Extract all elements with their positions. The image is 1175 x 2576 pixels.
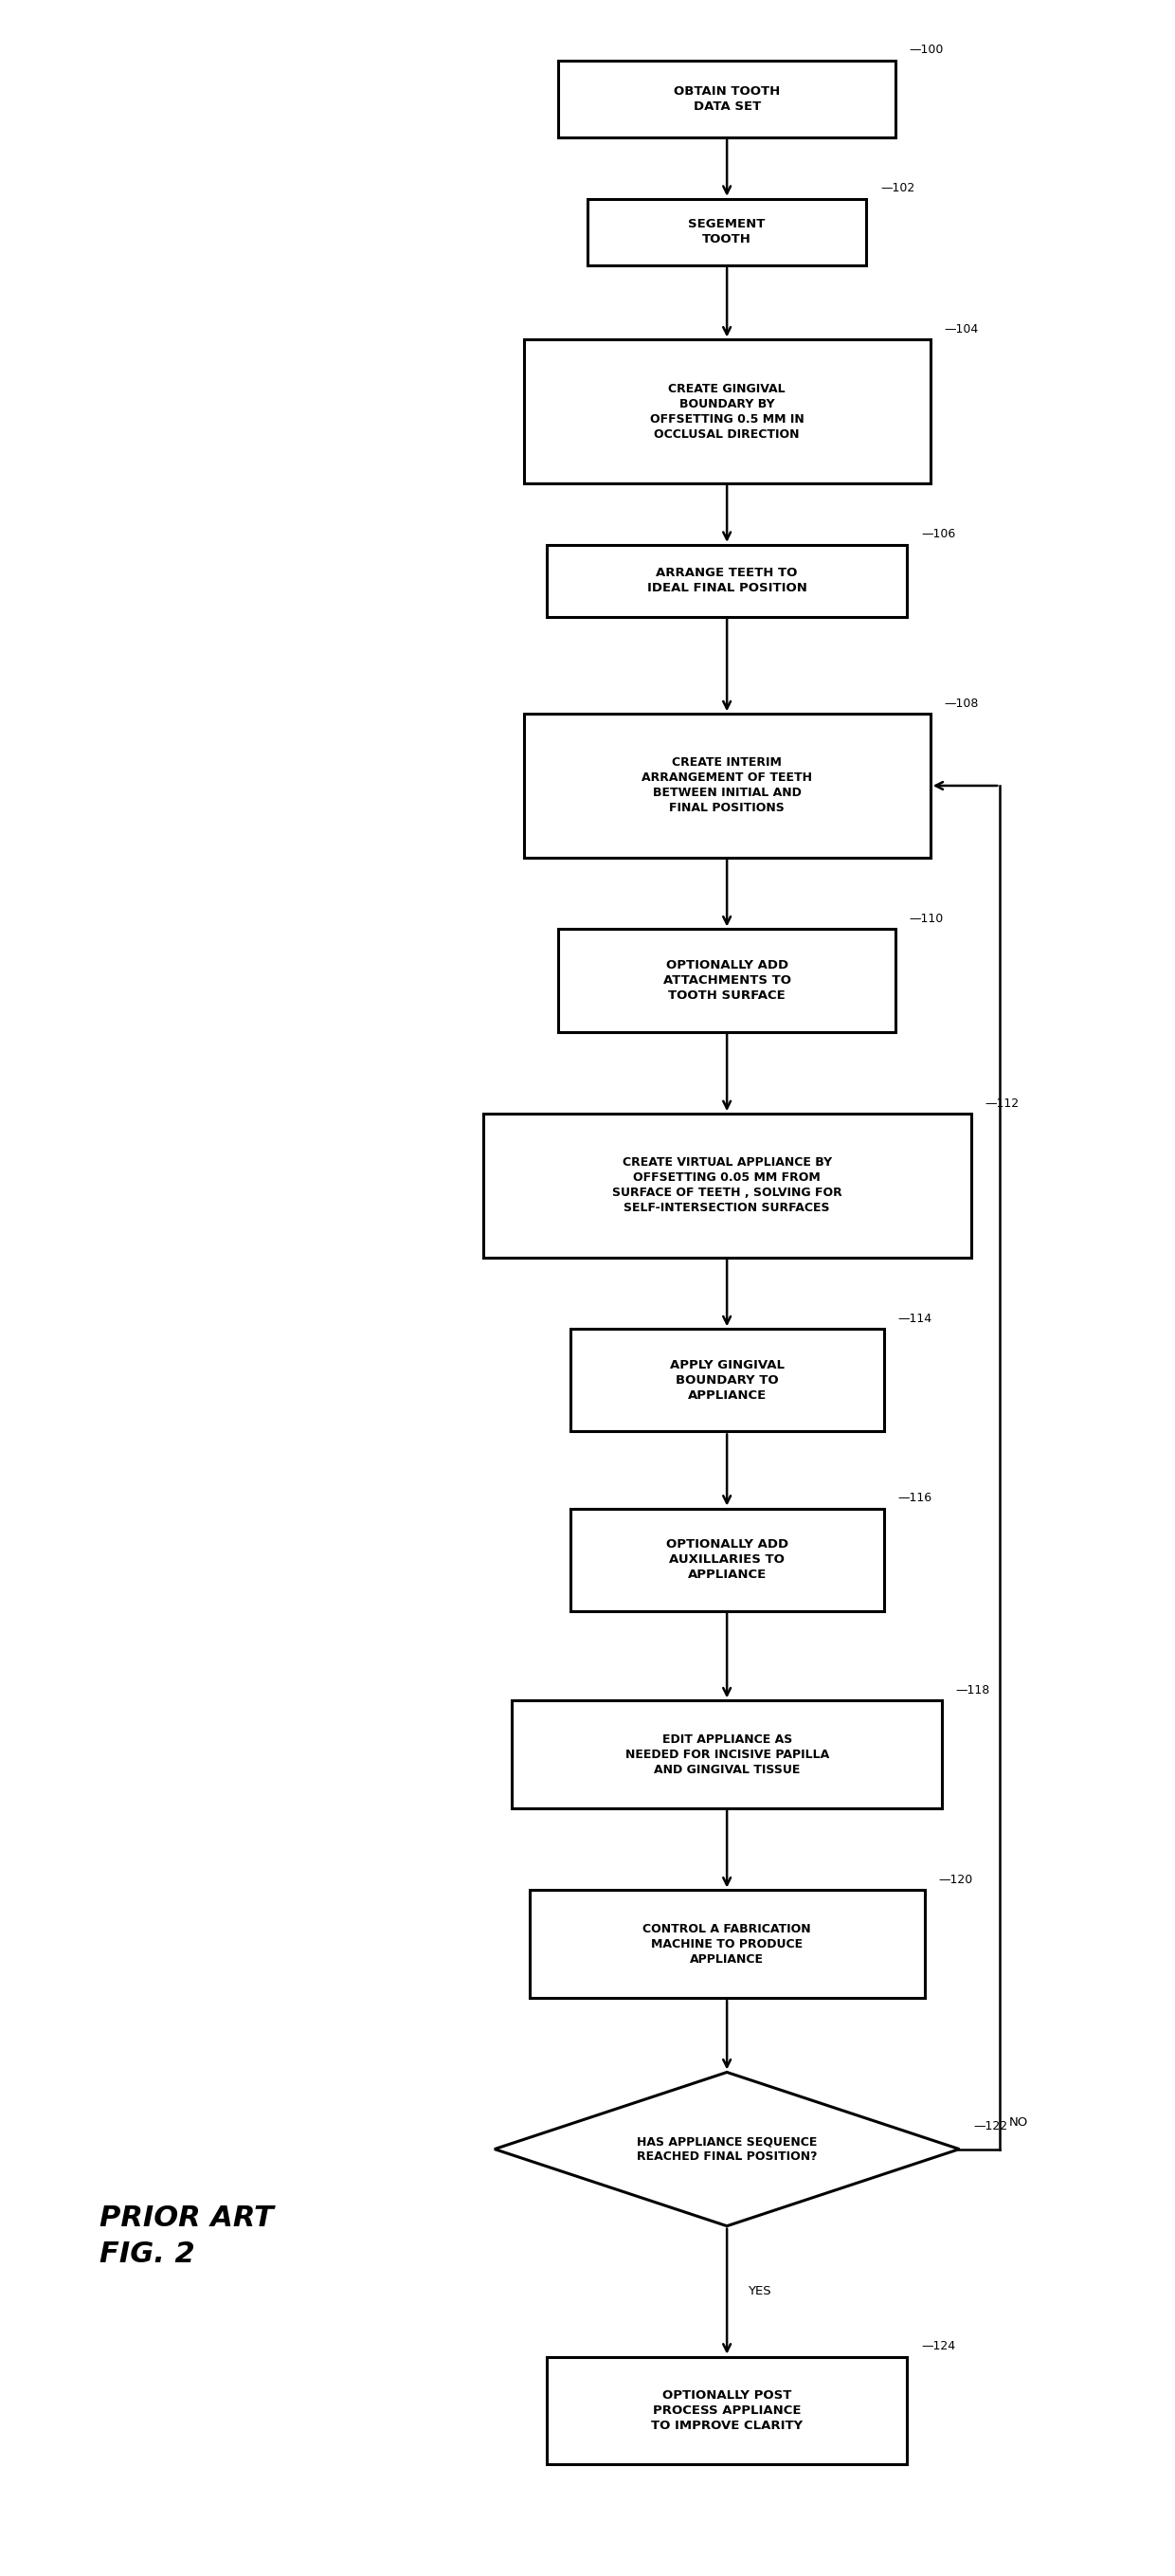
Text: —104: —104: [945, 325, 979, 335]
FancyBboxPatch shape: [558, 930, 895, 1033]
Text: YES: YES: [747, 2285, 771, 2298]
FancyBboxPatch shape: [512, 1700, 942, 1808]
FancyBboxPatch shape: [524, 714, 931, 858]
Text: —106: —106: [921, 528, 955, 541]
Text: HAS APPLIANCE SEQUENCE
REACHED FINAL POSITION?: HAS APPLIANCE SEQUENCE REACHED FINAL POS…: [637, 2136, 817, 2164]
Text: EDIT APPLIANCE AS
NEEDED FOR INCISIVE PAPILLA
AND GINGIVAL TISSUE: EDIT APPLIANCE AS NEEDED FOR INCISIVE PA…: [625, 1734, 828, 1775]
FancyBboxPatch shape: [530, 1891, 925, 1999]
Text: OPTIONALLY POST
PROCESS APPLIANCE
TO IMPROVE CLARITY: OPTIONALLY POST PROCESS APPLIANCE TO IMP…: [651, 2388, 803, 2432]
FancyBboxPatch shape: [524, 340, 931, 484]
FancyBboxPatch shape: [546, 544, 907, 616]
Text: —122: —122: [973, 2120, 1007, 2133]
Text: ARRANGE TEETH TO
IDEAL FINAL POSITION: ARRANGE TEETH TO IDEAL FINAL POSITION: [647, 567, 807, 595]
Text: —112: —112: [985, 1097, 1019, 1110]
Text: CONTROL A FABRICATION
MACHINE TO PRODUCE
APPLIANCE: CONTROL A FABRICATION MACHINE TO PRODUCE…: [643, 1922, 811, 1965]
Text: OPTIONALLY ADD
AUXILLARIES TO
APPLIANCE: OPTIONALLY ADD AUXILLARIES TO APPLIANCE: [666, 1538, 788, 1582]
FancyBboxPatch shape: [570, 1510, 884, 1610]
Text: NO: NO: [1009, 2117, 1028, 2128]
Text: CREATE VIRTUAL APPLIANCE BY
OFFSETTING 0.05 MM FROM
SURFACE OF TEETH , SOLVING F: CREATE VIRTUAL APPLIANCE BY OFFSETTING 0…: [612, 1157, 842, 1213]
Text: —102: —102: [880, 183, 914, 196]
Text: —118: —118: [955, 1685, 991, 1698]
FancyBboxPatch shape: [546, 2357, 907, 2465]
Text: OPTIONALLY ADD
ATTACHMENTS TO
TOOTH SURFACE: OPTIONALLY ADD ATTACHMENTS TO TOOTH SURF…: [663, 958, 791, 1002]
Text: —110: —110: [909, 912, 944, 925]
Text: OBTAIN TOOTH
DATA SET: OBTAIN TOOTH DATA SET: [673, 85, 780, 113]
Text: CREATE INTERIM
ARRANGEMENT OF TEETH
BETWEEN INITIAL AND
FINAL POSITIONS: CREATE INTERIM ARRANGEMENT OF TEETH BETW…: [642, 757, 812, 814]
Text: PRIOR ART
FIG. 2: PRIOR ART FIG. 2: [100, 2205, 274, 2267]
Text: —120: —120: [939, 1873, 973, 1886]
Text: SEGEMENT
TOOTH: SEGEMENT TOOTH: [689, 219, 765, 245]
Text: APPLY GINGIVAL
BOUNDARY TO
APPLIANCE: APPLY GINGIVAL BOUNDARY TO APPLIANCE: [670, 1360, 784, 1401]
Polygon shape: [495, 2071, 959, 2226]
Text: —114: —114: [898, 1314, 932, 1324]
Text: —100: —100: [909, 44, 944, 57]
FancyBboxPatch shape: [588, 198, 866, 265]
FancyBboxPatch shape: [570, 1329, 884, 1432]
Text: —116: —116: [898, 1492, 932, 1504]
FancyBboxPatch shape: [483, 1113, 971, 1257]
Text: —108: —108: [945, 698, 979, 711]
Text: —124: —124: [921, 2339, 955, 2352]
Text: CREATE GINGIVAL
BOUNDARY BY
OFFSETTING 0.5 MM IN
OCCLUSAL DIRECTION: CREATE GINGIVAL BOUNDARY BY OFFSETTING 0…: [650, 384, 804, 440]
FancyBboxPatch shape: [558, 59, 895, 137]
